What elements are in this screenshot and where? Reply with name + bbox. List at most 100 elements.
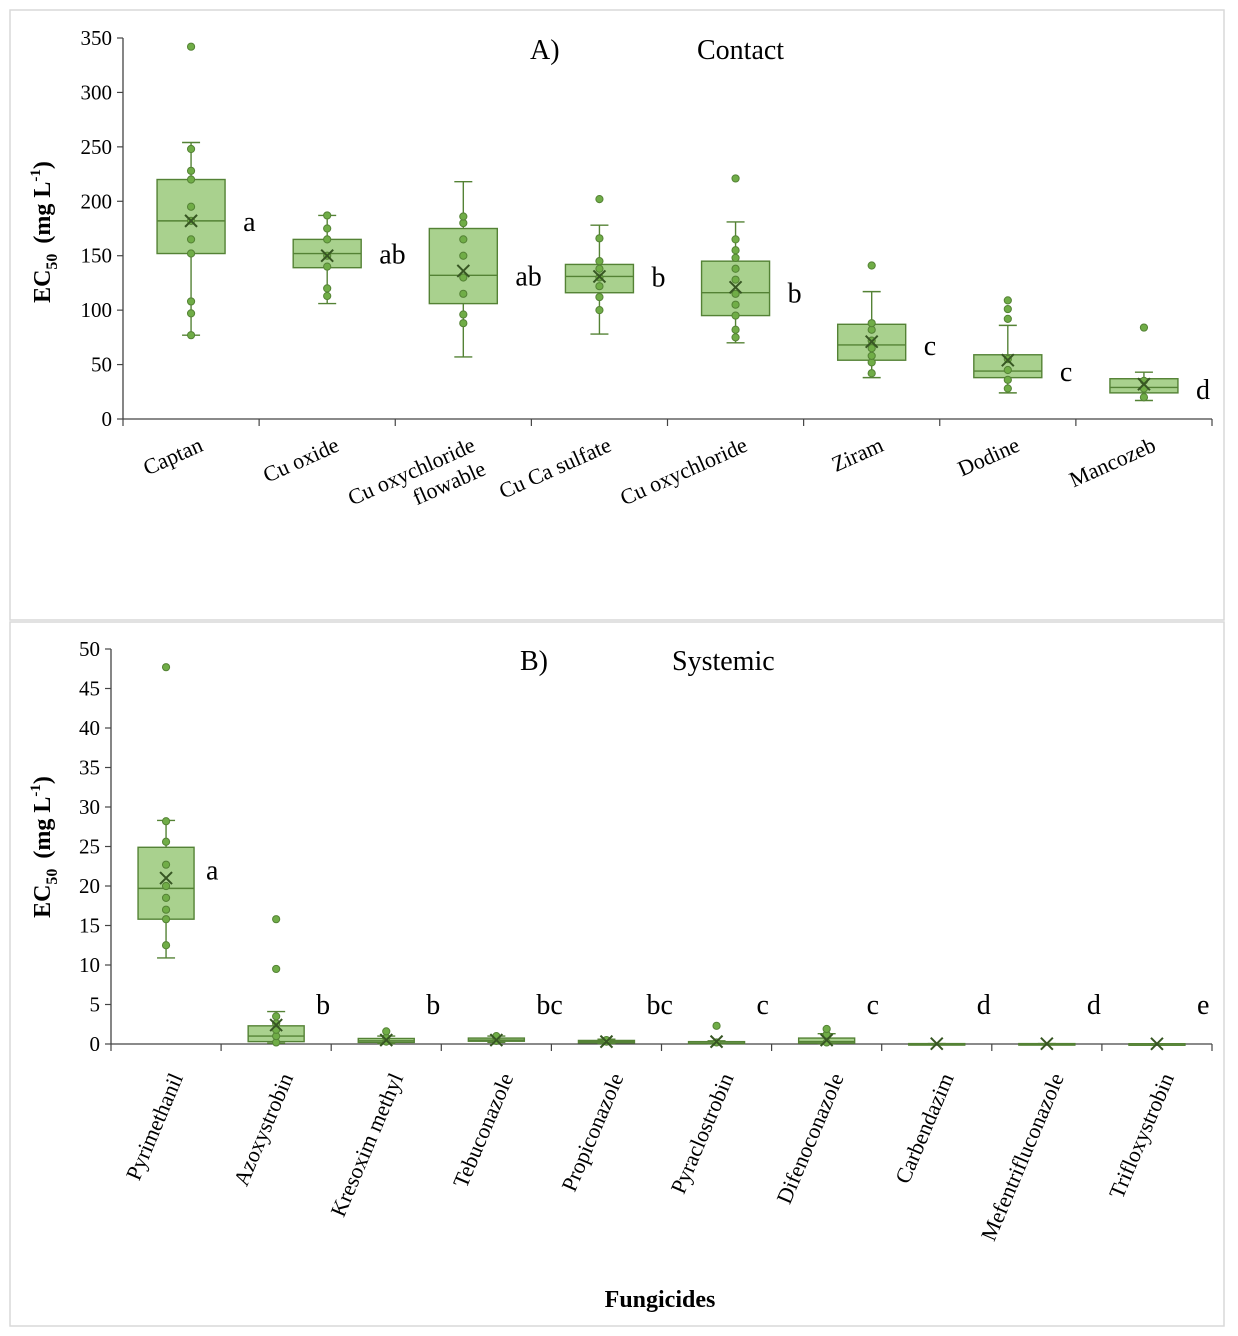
category-label-line: Trifloxystrobin [1104, 1069, 1179, 1202]
category-label-line: Pyrimethanil [121, 1069, 188, 1183]
panel-b-y-axis-label: EC50 (mg L-1) [28, 776, 61, 918]
category-label: Azoxystrobin [228, 1069, 298, 1189]
data-point [459, 235, 468, 244]
data-point [323, 284, 332, 293]
box-mancozeb: d [1109, 323, 1210, 406]
category-label-line: Mancozeb [1065, 432, 1159, 492]
category-label: Carbendazim [890, 1069, 959, 1187]
y-tick-label: 35 [79, 756, 100, 780]
data-point [161, 860, 171, 869]
ylabel-sub: 50 [44, 869, 61, 885]
category-label-line: Carbendazim [890, 1069, 959, 1187]
category-label: Mancozeb [1065, 432, 1159, 492]
box-azoxystrobin: b [247, 915, 330, 1047]
data-point [602, 1035, 611, 1045]
data-point [186, 144, 196, 154]
data-point [1003, 304, 1012, 314]
box-ziram: c [836, 261, 936, 379]
data-point [161, 663, 171, 672]
category-label: Kresoxim methyl [325, 1069, 408, 1220]
data-point [1003, 314, 1012, 323]
y-tick-label: 45 [79, 677, 100, 701]
category-label: Difenoconazole [771, 1069, 848, 1207]
y-tick-label: 25 [79, 835, 100, 859]
mean-marker [599, 1034, 614, 1049]
mean-marker [1137, 377, 1151, 391]
panel-b-title: Systemic [672, 646, 775, 677]
ylabel-main: EC [30, 270, 56, 303]
data-point [459, 319, 468, 328]
y-tick-label: 250 [81, 135, 113, 159]
box-kresoxim-methyl: b [357, 990, 440, 1047]
data-point [186, 166, 196, 175]
data-point [186, 42, 196, 51]
box-tebuconazole: bc [467, 990, 563, 1047]
box-cu-oxychloride-flowable: ab [428, 180, 542, 358]
ylabel-close: ) [30, 161, 56, 169]
data-point [867, 369, 876, 378]
category-label: Cu oxychloride [616, 432, 751, 510]
data-point [161, 893, 171, 902]
y-tick-label: 300 [81, 80, 113, 104]
data-point [323, 291, 332, 301]
category-label-line: Pyraclostrobin [665, 1069, 738, 1197]
mean-marker [1040, 1036, 1054, 1051]
data-point [595, 292, 604, 302]
data-point [731, 333, 740, 342]
data-point [161, 941, 171, 950]
mean-marker [728, 280, 743, 294]
category-label: Pyraclostrobin [665, 1069, 738, 1197]
category-label: Dodine [954, 432, 1023, 481]
data-point [161, 905, 171, 914]
y-tick-label: 50 [91, 353, 112, 377]
category-label: Trifloxystrobin [1104, 1069, 1179, 1202]
category-label-line: Cu oxychloride [616, 432, 751, 510]
data-point [186, 202, 196, 211]
category-label-line: Cu oxide [259, 432, 342, 487]
panel-b-plot: 0 5 10 15 20 25 30 35 40 45 50 a Pyrimethanil b Azoxys… [79, 637, 1213, 1244]
category-label: Cu oxychlorideflowable [344, 432, 489, 534]
mean-marker [269, 1018, 283, 1032]
mean-marker [1150, 1037, 1164, 1051]
mean-marker [592, 269, 607, 284]
category-label-line: Captan [139, 432, 206, 480]
category-label-line: Cu Ca sulfate [495, 432, 615, 504]
data-point [595, 282, 604, 291]
mean-marker [709, 1034, 724, 1049]
data-point [186, 175, 196, 184]
data-point [323, 224, 332, 233]
data-point [186, 235, 196, 244]
box-pyraclostrobin: c [687, 990, 769, 1049]
data-point [1003, 365, 1012, 375]
data-point [731, 325, 740, 334]
y-tick-label: 200 [81, 189, 113, 213]
data-point [731, 246, 740, 255]
panel-b-frame [9, 621, 1225, 1327]
box-cu-ca-sulfate: b [564, 195, 665, 335]
data-point [323, 211, 332, 220]
category-label: Tebuconazole [448, 1069, 519, 1191]
mean-marker [489, 1033, 504, 1047]
ylabel-unit: (mg L [30, 797, 56, 859]
data-point [323, 262, 332, 271]
data-point [731, 264, 740, 273]
y-tick-label: 0 [102, 407, 113, 431]
significance-letter: d [1087, 990, 1101, 1021]
significance-letter: bc [536, 990, 562, 1021]
category-label: Cu Ca sulfate [495, 432, 615, 504]
significance-letter: d [1196, 375, 1210, 406]
mean-marker [184, 214, 198, 228]
data-point [731, 253, 740, 262]
data-point [867, 344, 876, 353]
significance-letter: ab [379, 240, 405, 271]
category-label-line: Azoxystrobin [228, 1069, 298, 1189]
data-point [731, 235, 740, 244]
data-point [186, 331, 196, 340]
data-point [186, 309, 196, 318]
significance-letter: ab [515, 261, 541, 292]
data-point [1003, 375, 1012, 384]
data-point [459, 310, 468, 319]
category-label: Captan [139, 432, 206, 480]
panel-a-title: Contact [697, 35, 784, 66]
